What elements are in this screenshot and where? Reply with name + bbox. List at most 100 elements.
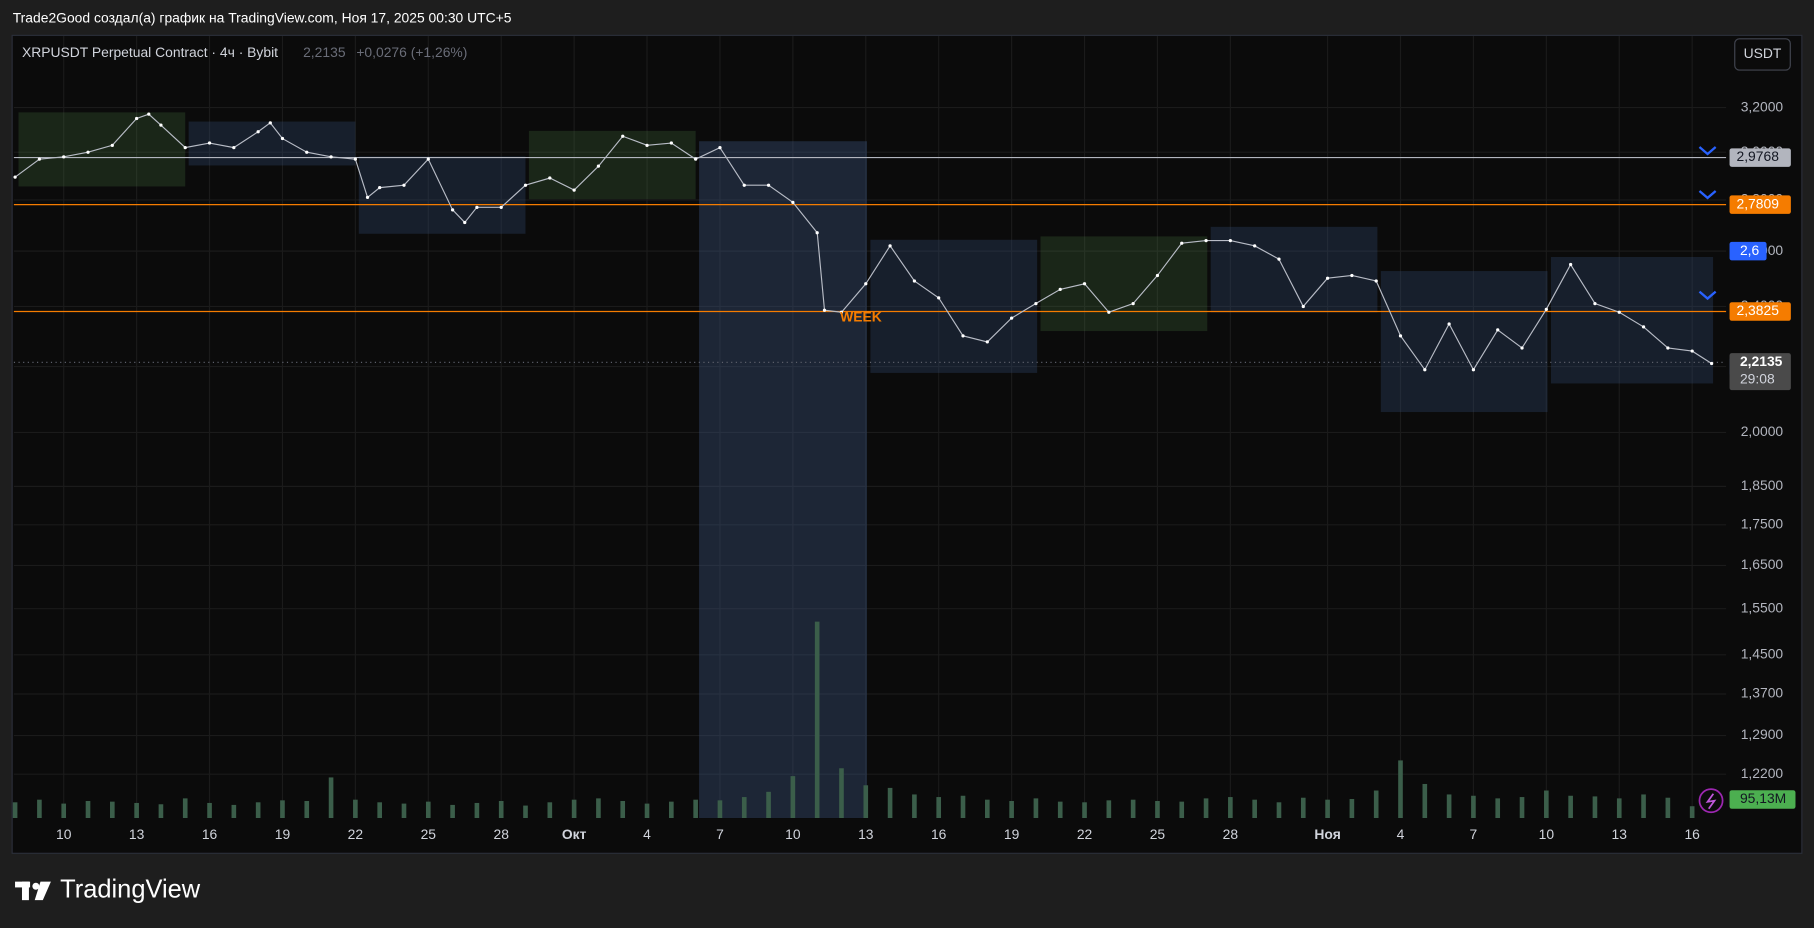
volume-bar bbox=[1349, 799, 1355, 819]
volume-bar bbox=[839, 768, 844, 819]
legend-symbol: XRPUSDT Perpetual Contract · 4ч · Bybit bbox=[22, 44, 278, 60]
logo-part bbox=[32, 882, 40, 890]
volume-bar bbox=[255, 802, 261, 819]
price-point bbox=[110, 143, 114, 147]
price-point bbox=[1423, 368, 1427, 372]
price-point bbox=[1398, 334, 1403, 338]
volume-bar bbox=[1616, 798, 1622, 819]
volume-bar bbox=[766, 791, 771, 819]
volume-bar bbox=[887, 787, 893, 819]
x-tick-label: 13 bbox=[1612, 826, 1628, 842]
x-tick-label: 16 bbox=[202, 826, 218, 842]
volume-bar bbox=[790, 776, 796, 819]
price-point bbox=[523, 183, 528, 187]
volume-bar bbox=[1155, 800, 1160, 819]
price-point bbox=[1641, 325, 1646, 329]
price-point bbox=[694, 157, 698, 161]
price-point bbox=[159, 123, 163, 127]
price-point bbox=[305, 150, 309, 154]
tv-logo-icon bbox=[15, 881, 51, 901]
volume-bar bbox=[912, 794, 917, 819]
x-tick-label: 7 bbox=[716, 826, 724, 842]
price-point bbox=[37, 157, 42, 161]
price-point bbox=[135, 116, 139, 121]
x-tick-label: 10 bbox=[785, 826, 801, 842]
x-tick-label: 13 bbox=[129, 826, 145, 842]
volume-bar bbox=[596, 798, 601, 819]
price-point bbox=[207, 141, 212, 145]
range-box bbox=[1380, 271, 1548, 413]
volume-bar bbox=[960, 795, 966, 819]
price-badge bbox=[1729, 148, 1791, 167]
last-price-label: 2,2135 bbox=[1740, 353, 1783, 369]
price-point bbox=[463, 220, 467, 225]
y-tick-label: 1,4500 bbox=[1741, 645, 1784, 661]
volume-bar bbox=[547, 802, 553, 819]
price-point bbox=[1569, 262, 1573, 267]
price-point bbox=[1034, 301, 1038, 306]
y-tick-label: 1,6500 bbox=[1741, 556, 1784, 572]
volume-bar bbox=[12, 802, 18, 819]
price-point bbox=[1082, 282, 1087, 286]
price-point bbox=[839, 310, 844, 314]
x-tick-label: 4 bbox=[1397, 826, 1405, 842]
price-point bbox=[1155, 273, 1160, 278]
price-point bbox=[86, 150, 90, 154]
volume-bar bbox=[717, 800, 723, 819]
price-badge bbox=[1729, 195, 1791, 214]
price-point bbox=[888, 244, 892, 248]
price-point bbox=[1228, 238, 1232, 243]
price-point bbox=[450, 208, 455, 212]
y-tick-label: 1,5500 bbox=[1741, 599, 1784, 615]
price-point bbox=[1180, 241, 1184, 245]
volume-bar bbox=[523, 805, 528, 819]
volume-bar bbox=[401, 803, 407, 819]
volume-badge bbox=[1729, 790, 1796, 809]
y-tick-label: 1,3700 bbox=[1741, 685, 1784, 701]
volume-bar bbox=[1398, 760, 1403, 819]
x-tick-label: 13 bbox=[858, 826, 874, 842]
price-badge-label: 2,3825 bbox=[1736, 302, 1779, 318]
price-point bbox=[475, 205, 479, 209]
price-point bbox=[822, 308, 827, 312]
y-tick-label: 3,2000 bbox=[1741, 98, 1784, 114]
price-point bbox=[1544, 307, 1548, 311]
volume-bar bbox=[984, 799, 990, 819]
volume-bar bbox=[1252, 799, 1257, 819]
volume-bar bbox=[1446, 794, 1452, 819]
lightning-icon[interactable] bbox=[1698, 788, 1724, 814]
volume-bar bbox=[1106, 800, 1112, 819]
volume-bar bbox=[450, 804, 455, 819]
currency-button[interactable] bbox=[1734, 38, 1791, 71]
price-point bbox=[961, 334, 965, 338]
price-badge bbox=[1729, 302, 1791, 321]
volume-bar bbox=[231, 804, 237, 819]
price-point bbox=[864, 282, 868, 286]
price-point bbox=[766, 183, 771, 187]
price-point bbox=[1325, 276, 1330, 280]
y-tick-label: 1,7500 bbox=[1741, 515, 1784, 531]
alert-badge-label: 2,6 bbox=[1740, 242, 1760, 258]
volume-bar bbox=[669, 801, 674, 819]
price-point bbox=[718, 145, 722, 150]
currency-label[interactable]: USDT bbox=[1744, 45, 1782, 61]
price-point bbox=[1593, 301, 1597, 306]
volume-bar bbox=[1373, 790, 1379, 819]
y-tick-label: 1,2200 bbox=[1741, 765, 1784, 781]
price-point bbox=[1131, 301, 1135, 306]
volume-bar bbox=[498, 800, 504, 819]
volume-bar bbox=[1057, 801, 1063, 819]
alert-badge bbox=[1729, 241, 1767, 261]
price-point bbox=[572, 188, 576, 192]
volume-bar bbox=[304, 800, 310, 819]
volume-bar bbox=[1689, 806, 1695, 819]
price-badge-label: 2,9768 bbox=[1736, 148, 1779, 164]
volume-bar bbox=[207, 802, 212, 819]
price-point bbox=[1107, 310, 1111, 314]
volume-bar bbox=[1592, 796, 1598, 819]
price-point bbox=[329, 155, 333, 159]
price-point bbox=[1350, 273, 1354, 278]
volume-bar bbox=[1422, 783, 1428, 819]
